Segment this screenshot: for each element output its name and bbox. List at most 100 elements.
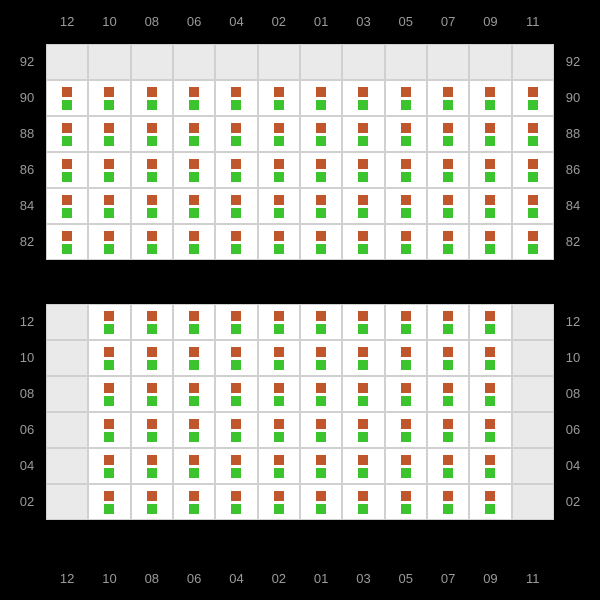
slot	[427, 484, 469, 520]
column-label: 05	[385, 14, 427, 29]
status-marker-b	[358, 468, 368, 478]
status-marker-b	[147, 504, 157, 514]
status-marker-a	[485, 87, 495, 97]
slot	[427, 448, 469, 484]
status-marker-b	[189, 208, 199, 218]
slot	[385, 484, 427, 520]
status-marker-b	[274, 172, 284, 182]
grid-row	[46, 224, 554, 260]
slot	[300, 224, 342, 260]
slot	[131, 80, 173, 116]
status-marker-b	[443, 396, 453, 406]
slot	[512, 188, 554, 224]
status-marker-b	[274, 396, 284, 406]
status-marker-a	[443, 419, 453, 429]
grid-row	[46, 80, 554, 116]
row-label: 04	[556, 448, 590, 484]
slot	[342, 340, 384, 376]
row-label: 86	[556, 152, 590, 188]
slot	[469, 484, 511, 520]
slot	[131, 484, 173, 520]
grid-row	[46, 484, 554, 520]
status-marker-b	[401, 432, 411, 442]
column-label: 01	[300, 14, 342, 29]
status-marker-b	[316, 468, 326, 478]
grid-row	[46, 376, 554, 412]
slot	[215, 304, 257, 340]
status-marker-b	[316, 208, 326, 218]
status-marker-b	[443, 504, 453, 514]
status-marker-b	[485, 244, 495, 254]
status-marker-b	[231, 432, 241, 442]
status-marker-b	[147, 244, 157, 254]
status-marker-b	[401, 244, 411, 254]
status-marker-b	[274, 208, 284, 218]
status-marker-a	[358, 123, 368, 133]
slot	[512, 116, 554, 152]
status-marker-a	[528, 87, 538, 97]
status-marker-a	[316, 311, 326, 321]
status-marker-a	[147, 311, 157, 321]
column-label: 07	[427, 14, 469, 29]
status-marker-a	[485, 455, 495, 465]
status-marker-a	[274, 311, 284, 321]
empty-slot	[512, 376, 554, 412]
status-marker-b	[485, 208, 495, 218]
slot	[427, 116, 469, 152]
slot	[215, 188, 257, 224]
slot	[385, 80, 427, 116]
column-label: 11	[512, 571, 554, 586]
status-marker-b	[485, 432, 495, 442]
status-marker-a	[189, 311, 199, 321]
status-marker-a	[316, 123, 326, 133]
row-label: 06	[556, 412, 590, 448]
slot	[258, 340, 300, 376]
status-marker-a	[316, 159, 326, 169]
column-label: 12	[46, 571, 88, 586]
slot	[215, 484, 257, 520]
slot	[258, 484, 300, 520]
column-label: 02	[258, 571, 300, 586]
slot	[88, 116, 130, 152]
status-marker-a	[189, 87, 199, 97]
status-marker-b	[528, 244, 538, 254]
status-marker-a	[231, 195, 241, 205]
slot	[342, 80, 384, 116]
status-marker-a	[485, 383, 495, 393]
status-marker-a	[316, 419, 326, 429]
grid-row	[46, 116, 554, 152]
slot	[342, 152, 384, 188]
column-labels-bottom: 121008060402010305070911	[46, 571, 554, 586]
status-marker-a	[147, 123, 157, 133]
empty-slot	[512, 412, 554, 448]
grid-row	[46, 340, 554, 376]
status-marker-b	[104, 468, 114, 478]
status-marker-a	[104, 231, 114, 241]
status-marker-a	[358, 419, 368, 429]
status-marker-a	[528, 159, 538, 169]
status-marker-a	[147, 419, 157, 429]
row-label: 08	[556, 376, 590, 412]
status-marker-b	[147, 172, 157, 182]
status-marker-b	[401, 100, 411, 110]
slot	[385, 116, 427, 152]
status-marker-b	[104, 172, 114, 182]
status-marker-a	[358, 455, 368, 465]
column-label: 09	[469, 571, 511, 586]
status-marker-a	[358, 195, 368, 205]
status-marker-b	[443, 468, 453, 478]
status-marker-b	[231, 468, 241, 478]
slot	[469, 448, 511, 484]
slot	[342, 376, 384, 412]
status-marker-b	[274, 244, 284, 254]
status-marker-b	[189, 504, 199, 514]
status-marker-a	[274, 419, 284, 429]
status-marker-a	[358, 231, 368, 241]
row-label: 12	[556, 304, 590, 340]
empty-slot	[512, 448, 554, 484]
status-marker-a	[316, 195, 326, 205]
status-marker-b	[316, 172, 326, 182]
status-marker-b	[358, 208, 368, 218]
status-marker-b	[443, 360, 453, 370]
status-marker-b	[62, 208, 72, 218]
